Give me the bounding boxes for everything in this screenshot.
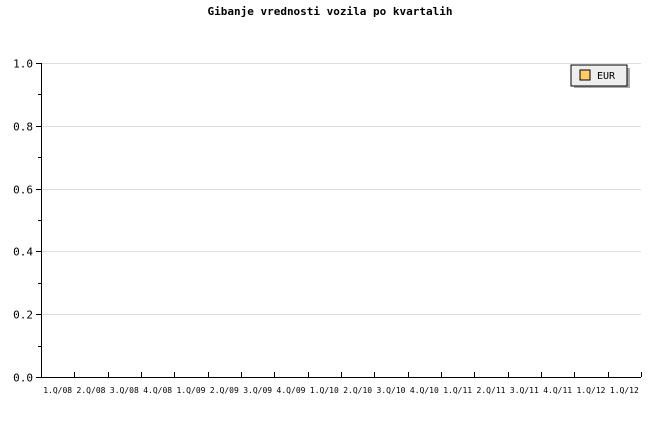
legend: EUR — [570, 64, 630, 88]
x-tick-label: 4.Q/08 — [143, 386, 172, 395]
x-tick-label: 2.Q/11 — [477, 386, 506, 395]
x-tick-label: 3.Q/10 — [377, 386, 406, 395]
x-tick-label: 1.Q/09 — [177, 386, 206, 395]
grid — [41, 63, 641, 315]
y-tick-label: 0.2 — [13, 309, 33, 322]
x-tick-label: 1.Q/10 — [310, 386, 339, 395]
axes: 0.0 0.2 0.4 0.6 0.8 1.0 1.Q/08 2.Q/08 3.Q/08 4.Q/… — [13, 58, 642, 395]
x-tick-label: 2.Q/10 — [343, 386, 372, 395]
y-tick-label: 0.4 — [13, 246, 33, 259]
x-tick-label: 4.Q/10 — [410, 386, 439, 395]
y-tick-label: 0.8 — [13, 121, 33, 134]
x-tick-label: 4.Q/09 — [277, 386, 306, 395]
x-tick-label: 2.Q/09 — [210, 386, 239, 395]
legend-label-eur: EUR — [597, 71, 616, 82]
x-tick-label: 4.Q/11 — [543, 386, 572, 395]
x-tick-label: 3.Q/09 — [243, 386, 272, 395]
y-tick-label: 0.6 — [13, 184, 33, 197]
x-tick-label: 2.Q/08 — [77, 386, 106, 395]
legend-swatch-eur — [579, 69, 591, 81]
y-tick-label: 1.0 — [13, 58, 33, 71]
y-tick-label: 0.0 — [13, 372, 33, 385]
x-tick-label: 1.Q/08 — [43, 386, 72, 395]
x-tick-label: 1.Q/12 — [610, 386, 639, 395]
chart-title: Gibanje vrednosti vozila po kvartalih — [207, 5, 452, 18]
x-tick-label: 1.Q/12 — [577, 386, 606, 395]
x-tick-label: 3.Q/11 — [510, 386, 539, 395]
x-tick-label: 1.Q/11 — [443, 386, 472, 395]
x-tick-label: 3.Q/08 — [110, 386, 139, 395]
